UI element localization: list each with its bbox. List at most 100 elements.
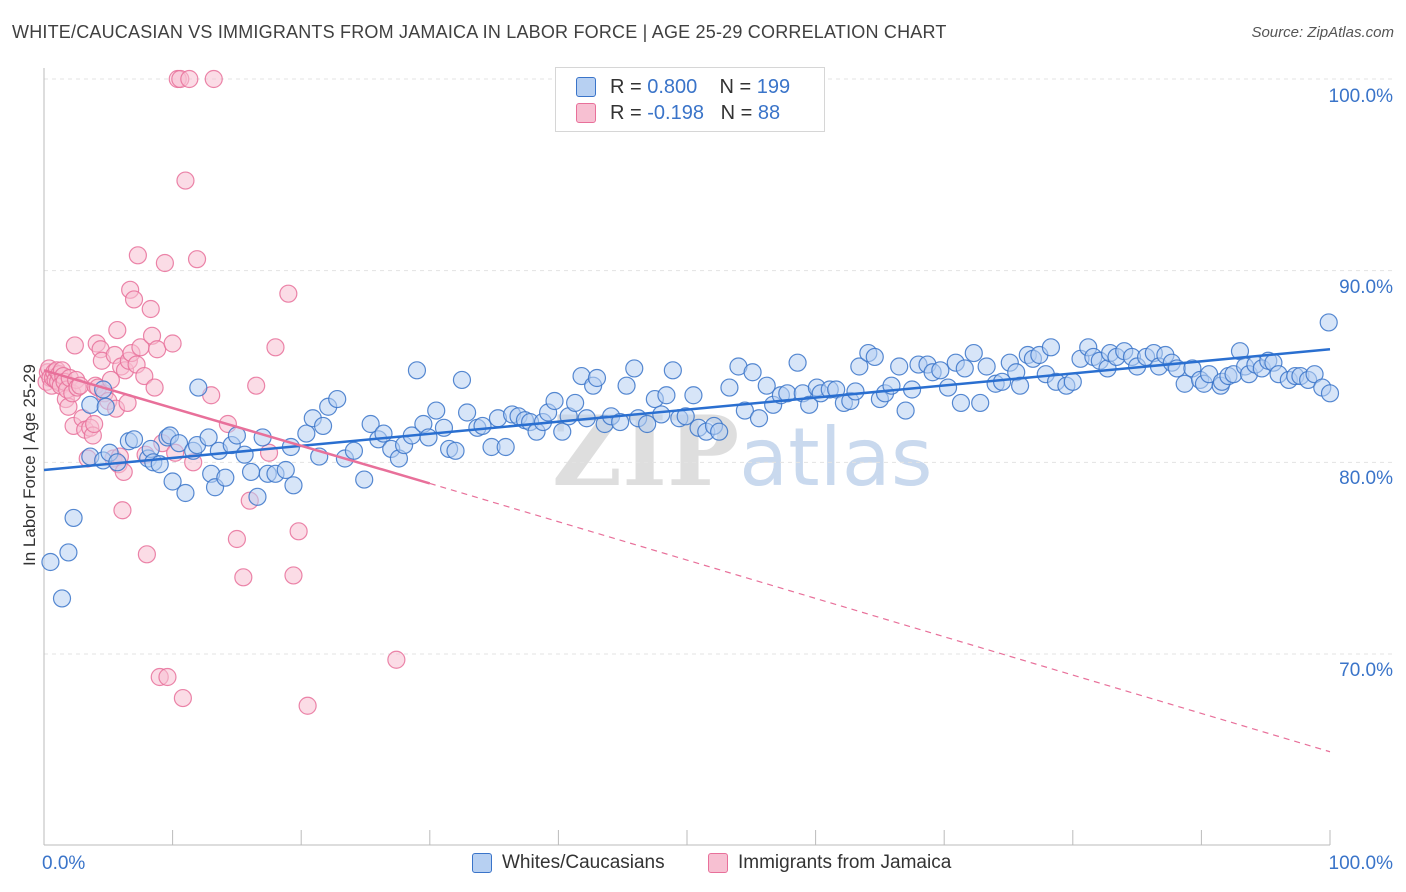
white-point (684, 386, 703, 405)
legend-swatch-jamaica (576, 103, 596, 123)
white-point (446, 441, 465, 460)
white-point (176, 483, 195, 503)
white-point (757, 376, 776, 395)
series-white-points (41, 313, 1340, 608)
r-value: 0.800 (647, 75, 698, 98)
legend-gap (697, 76, 719, 99)
white-point (241, 462, 261, 482)
white-point (617, 376, 636, 395)
jamaica-point (187, 250, 207, 269)
legend-gap (704, 102, 721, 125)
jamaica-point (141, 299, 160, 319)
white-point (81, 395, 100, 414)
legend-label-jamaica: Immigrants from Jamaica (738, 852, 952, 873)
y-tick-label: 90.0% (1339, 277, 1393, 298)
jamaica-point (148, 340, 167, 359)
white-point (652, 405, 671, 424)
white-point (52, 589, 72, 608)
white-point (676, 407, 695, 426)
white-point (850, 357, 869, 376)
white-point (743, 363, 762, 382)
stats-legend: R = 0.800 N = 199 R = -0.198 N = 88 (555, 67, 825, 132)
jamaica-point (227, 529, 246, 549)
y-axis-label: In Labor Force | Age 25-29 (20, 364, 39, 566)
axes (43, 68, 1331, 846)
white-point (452, 370, 472, 390)
jamaica-point (85, 414, 104, 434)
jamaica-point (137, 545, 156, 564)
white-point (328, 389, 347, 409)
white-point (749, 409, 769, 428)
x-tick-label-right: 100.0% (1328, 853, 1393, 874)
x-tick-label-left: 0.0% (42, 853, 86, 874)
white-point (611, 412, 630, 432)
white-point (344, 441, 364, 460)
white-point (169, 434, 189, 453)
white-point (64, 508, 83, 528)
white-point (951, 393, 971, 413)
white-point (657, 386, 676, 405)
white-point (276, 460, 295, 480)
white-point (96, 397, 115, 416)
jamaica-point (180, 69, 199, 89)
n-label: N = (719, 75, 757, 98)
white-point (735, 401, 754, 420)
white-point (846, 382, 865, 401)
white-point (361, 414, 380, 434)
white-point (313, 416, 333, 436)
trend-line-white (43, 348, 1331, 472)
white-point (827, 380, 846, 399)
white-point (427, 401, 446, 420)
jamaica-point (155, 253, 174, 273)
jamaica-point (173, 688, 192, 708)
jamaica-point (65, 336, 84, 355)
legend-swatch-jamaica (708, 853, 728, 873)
jamaica-point (284, 566, 303, 585)
n-value: 199 (756, 75, 791, 98)
series-jamaica-points (37, 69, 406, 715)
white-point (235, 445, 254, 464)
jamaica-point (176, 171, 195, 190)
white-point (800, 395, 819, 414)
chart-title: WHITE/CAUCASIAN VS IMMIGRANTS FROM JAMAI… (12, 22, 947, 42)
white-point (720, 378, 739, 397)
white-point (890, 357, 909, 376)
trend-line-jamaica (43, 369, 431, 485)
jamaica-point (279, 284, 298, 303)
legend-item-jamaica[interactable]: Immigrants from Jamaica (708, 852, 951, 874)
r-value: -0.198 (647, 101, 704, 124)
legend-swatch-white (576, 77, 596, 97)
white-point (1319, 313, 1338, 332)
jamaica-point (135, 366, 154, 386)
white-point (553, 422, 572, 441)
white-point (931, 361, 950, 380)
jamaica-point (204, 69, 223, 89)
n-value: 88 (757, 101, 781, 124)
jamaica-point (108, 320, 127, 340)
white-point (977, 357, 996, 376)
white-point (955, 359, 974, 378)
white-point (896, 401, 915, 420)
white-point (587, 368, 607, 388)
n-label: N = (720, 101, 758, 124)
white-point (457, 403, 477, 422)
jamaica-point (289, 522, 308, 541)
white-point (284, 476, 303, 495)
white-point (1041, 338, 1061, 357)
legend-item-white[interactable]: Whites/Caucasians (472, 852, 665, 874)
white-point (41, 552, 60, 572)
y-tick-label: 100.0% (1328, 86, 1393, 107)
white-point (545, 391, 564, 411)
jamaica-point (259, 443, 279, 462)
jamaica-point (163, 334, 182, 353)
y-tick-label: 80.0% (1339, 468, 1393, 489)
white-point (407, 361, 427, 380)
white-point (1175, 374, 1194, 393)
white-point (566, 393, 585, 413)
legend-label-white: Whites/Caucasians (502, 852, 665, 873)
white-point (59, 543, 78, 562)
white-point (419, 428, 438, 447)
white-point (865, 347, 884, 367)
white-point (199, 428, 218, 447)
jamaica-point (128, 246, 147, 265)
